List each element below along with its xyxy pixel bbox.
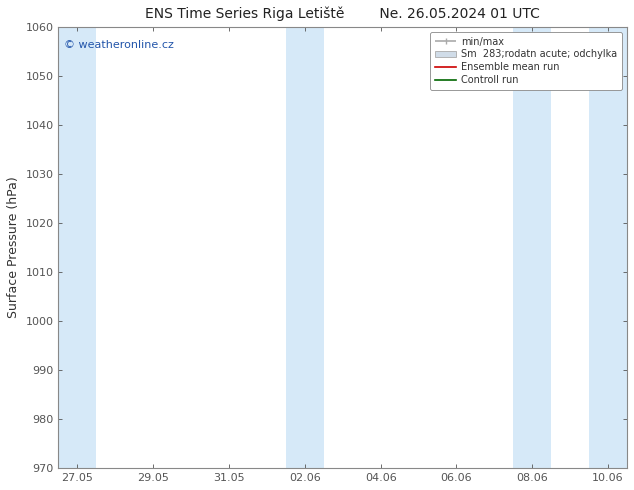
Bar [589, 27, 627, 468]
Y-axis label: Surface Pressure (hPa): Surface Pressure (hPa) [7, 176, 20, 318]
Bar [514, 27, 551, 468]
Bar [58, 27, 96, 468]
Title: ENS Time Series Riga Letiště        Ne. 26.05.2024 01 UTC: ENS Time Series Riga Letiště Ne. 26.05.2… [145, 7, 540, 22]
Text: © weatheronline.cz: © weatheronline.cz [64, 40, 174, 50]
Bar [286, 27, 324, 468]
Legend: min/max, Sm  283;rodatn acute; odchylka, Ensemble mean run, Controll run: min/max, Sm 283;rodatn acute; odchylka, … [430, 32, 622, 90]
